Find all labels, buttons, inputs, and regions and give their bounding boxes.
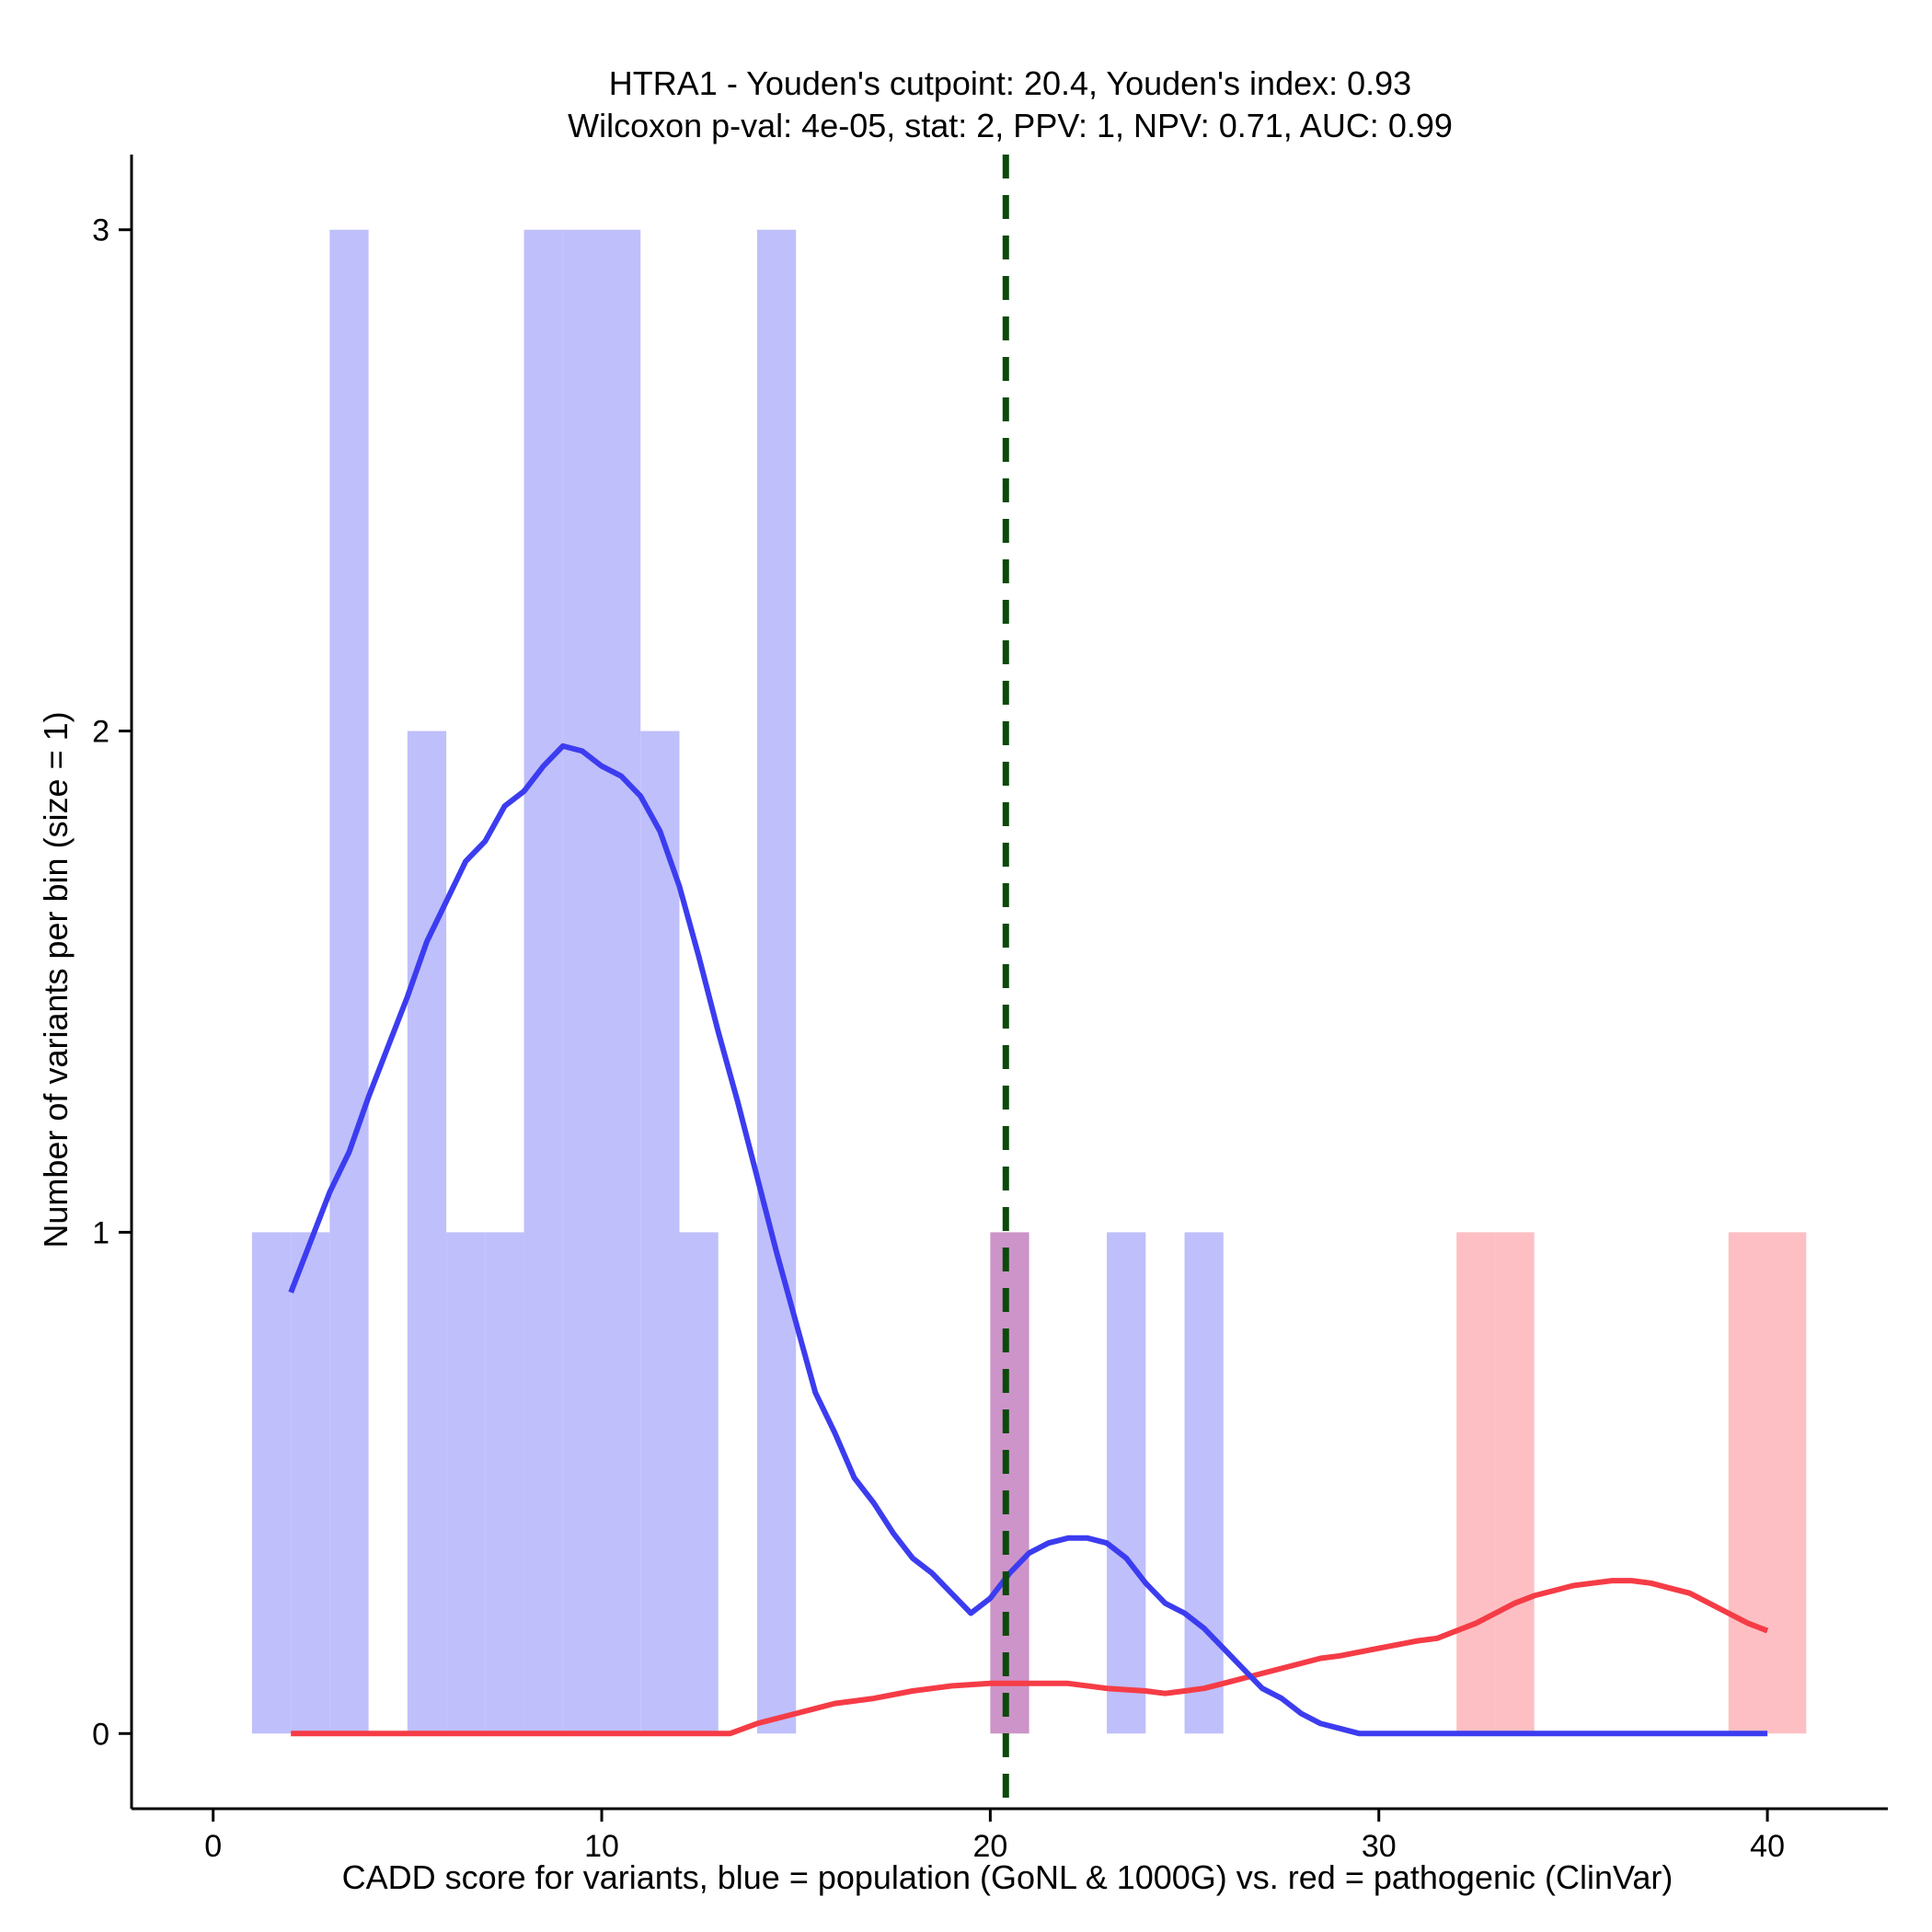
histogram-bar-population	[1184, 1232, 1224, 1734]
histogram-bar-population	[756, 229, 797, 1734]
histogram-bars	[251, 229, 1807, 1734]
y-tick-label: 2	[92, 715, 109, 750]
x-tick-label: 0	[204, 1829, 222, 1864]
histogram-bar-population	[602, 229, 641, 1734]
histogram-bar-population	[485, 1232, 524, 1734]
histogram-bar-population	[329, 229, 369, 1734]
y-tick-label: 0	[92, 1717, 109, 1752]
axes	[130, 155, 1888, 1811]
axis-ticks: 0 10 20 30 40 0 1 2 3	[92, 213, 1785, 1864]
histogram-bar-population	[679, 1232, 719, 1734]
histogram-bar-pathogenic	[1495, 1232, 1535, 1734]
density-lines	[288, 742, 1769, 1737]
histogram-bar-population	[291, 1232, 330, 1734]
histogram-bar-pathogenic	[1767, 1232, 1807, 1734]
histogram-bar-population	[562, 229, 603, 1734]
histogram-bar-population	[1107, 1232, 1146, 1734]
x-tick-label: 30	[1362, 1829, 1397, 1864]
histogram-bar-population	[407, 730, 447, 1734]
x-tick-label: 40	[1750, 1829, 1785, 1864]
histogram-bar-pathogenic	[1728, 1232, 1768, 1734]
histogram-bar-population	[523, 229, 563, 1734]
x-tick-label: 10	[584, 1829, 619, 1864]
histogram-bar-population	[640, 730, 680, 1734]
histogram-bar-population	[446, 1232, 486, 1734]
pathogenic-density-line	[291, 1578, 1769, 1737]
chart-title-line-2: Wilcoxon p-val: 4e-05, stat: 2, PPV: 1, …	[568, 107, 1453, 144]
y-tick-label: 1	[92, 1215, 109, 1250]
y-axis-label: Number of variants per bin (size = 1)	[37, 711, 75, 1248]
histogram-bar-overlap	[990, 1232, 1029, 1734]
histogram-bar-pathogenic	[1456, 1232, 1496, 1734]
x-axis-label: CADD score for variants, blue = populati…	[342, 1858, 1673, 1896]
chart-title-line-1: HTRA1 - Youden's cutpoint: 20.4, Youden'…	[609, 64, 1411, 102]
y-tick-label: 3	[92, 213, 109, 248]
histogram-bar-population	[251, 1232, 292, 1734]
population-density-line	[288, 742, 1768, 1737]
x-tick-label: 20	[972, 1829, 1007, 1864]
